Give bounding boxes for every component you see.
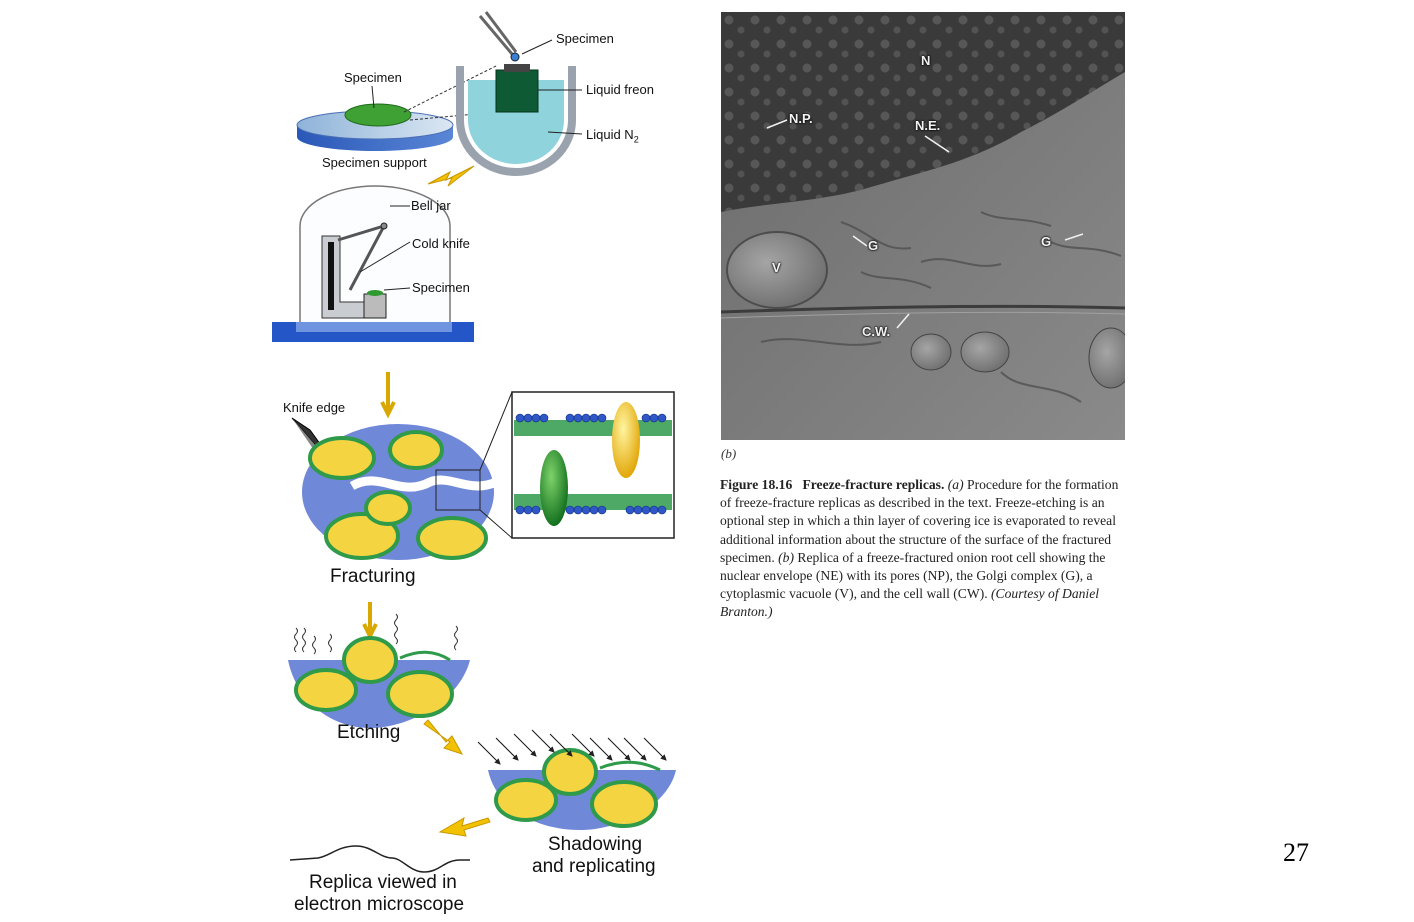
figure-number: Figure 18.16 (720, 477, 793, 492)
micrograph-label-cw: C.W. (862, 324, 891, 339)
membrane-protein-yellow (612, 402, 640, 478)
figure-title: Freeze-fracture replicas. (802, 477, 945, 492)
caption-text-a: Procedure for the formation of freeze-fr… (720, 477, 1119, 565)
label-shadowing-1: Shadowing (548, 834, 643, 855)
membrane-protein-green (540, 450, 568, 526)
process-arrow-1 (427, 165, 475, 187)
micrograph-label-g1: G (868, 238, 879, 253)
label-replica-2: electron microscope (294, 894, 465, 915)
micrograph-label-n: N (921, 53, 931, 68)
label-fracturing: Fracturing (330, 566, 416, 587)
page-number: 27 (1283, 838, 1309, 867)
label-specimen-left: Specimen (344, 70, 402, 85)
label-specimen-support: Specimen support (322, 155, 427, 170)
specimen-support-disc (296, 103, 454, 151)
micrograph-label-v: V (772, 260, 781, 275)
label-liquid-freon: Liquid freon (586, 82, 654, 97)
replica-profile (289, 845, 470, 873)
caption-b-marker: (b) (778, 549, 794, 565)
label-specimen-jar: Specimen (412, 280, 470, 295)
label-etching: Etching (337, 722, 401, 743)
figure-caption: Figure 18.16 Freeze-fracture replicas. (… (720, 476, 1125, 622)
micrograph-label-ne: N.E. (915, 118, 941, 133)
caption-courtesy: (Courtesy of Daniel Branton.) (720, 586, 1100, 620)
specimen-blob (344, 103, 412, 127)
label-bell-jar: Bell jar (411, 198, 451, 213)
label-specimen-top: Specimen (556, 31, 614, 46)
fracturing-panel (291, 372, 513, 560)
membrane-inset (511, 391, 675, 539)
freeze-fracture-diagram (272, 11, 676, 873)
micrograph-label-np: N.P. (789, 111, 813, 126)
bell-jar-apparatus (272, 185, 474, 342)
caption-text-b: Replica of a freeze-fractured onion root… (720, 549, 1106, 602)
panel-b-marker: (b) (721, 446, 737, 461)
caption-a-marker: (a) (947, 477, 964, 492)
label-replica-1: Replica viewed in (309, 872, 457, 893)
label-liquid-n2: Liquid N2 (586, 127, 639, 145)
label-cold-knife: Cold knife (412, 236, 470, 251)
label-knife-edge: Knife edge (283, 400, 346, 415)
nitrogen-dewar (456, 64, 576, 176)
label-shadowing-2: and replicating (532, 856, 656, 877)
micrograph-label-g2: G (1041, 234, 1052, 249)
shadowing-panel (477, 729, 676, 830)
etching-panel (288, 602, 470, 728)
micrograph-image: N N.P. N.E. G G V C.W. (721, 12, 1125, 440)
